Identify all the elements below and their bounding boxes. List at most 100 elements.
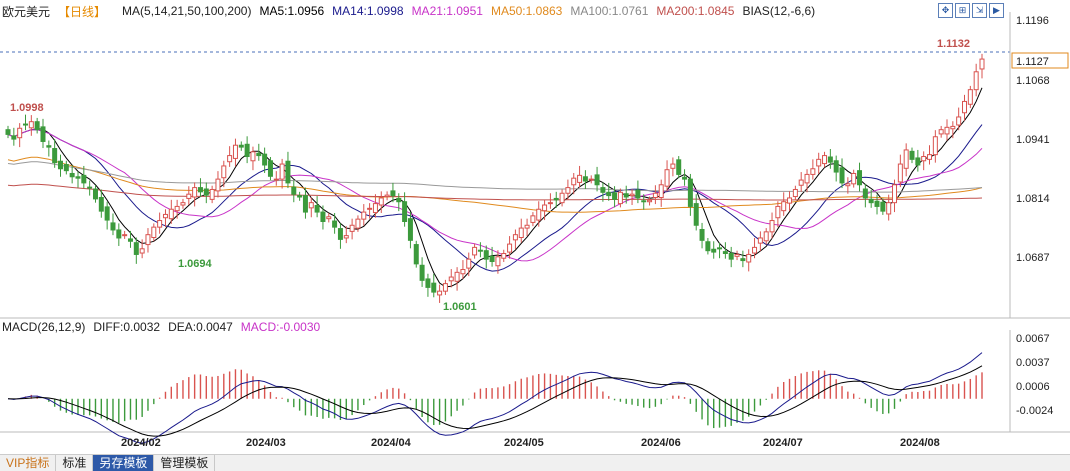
tab-standard[interactable]: 标准: [56, 455, 94, 471]
candle: [512, 229, 518, 250]
candle: [973, 63, 979, 97]
candle: [518, 218, 524, 243]
candle: [851, 169, 857, 188]
ma50-line: [7, 156, 983, 213]
ma5-line: [7, 87, 983, 288]
candle: [116, 223, 122, 246]
candle: [489, 246, 495, 267]
candle: [407, 212, 413, 249]
candle: [343, 226, 349, 244]
candle: [845, 177, 851, 194]
candle: [197, 178, 203, 198]
candle: [57, 154, 63, 177]
candle: [565, 179, 571, 200]
candle: [903, 143, 909, 177]
macd-dea-value: DEA:0.0047: [168, 320, 233, 334]
candle: [63, 160, 69, 175]
bias-indicator[interactable]: BIAS(12,-6,6): [742, 4, 816, 18]
candle: [734, 250, 740, 261]
move-icon[interactable]: ✥: [938, 3, 953, 18]
tab-vip-indicator[interactable]: VIP指标: [0, 455, 57, 471]
price-legend: 欧元美元 【日线】 MA(5,14,21,50,100,200) MA5:1.09…: [2, 2, 823, 20]
add-icon[interactable]: ⊞: [955, 3, 970, 18]
candle: [442, 279, 448, 295]
symbol-label[interactable]: 欧元美元 【日线】: [2, 3, 114, 20]
candle: [722, 242, 728, 259]
candle: [390, 182, 396, 203]
macd-tick-label: -0.0024: [1016, 405, 1053, 417]
candle: [448, 269, 454, 288]
candle: [69, 165, 75, 184]
y-tick-label: 1.0814: [1016, 193, 1050, 205]
candle: [816, 152, 822, 174]
candle: [542, 199, 548, 221]
candle: [384, 191, 390, 201]
ma100-value: MA100:1.0761: [570, 4, 649, 18]
tab-manage-template[interactable]: 管理模板: [154, 455, 216, 471]
ma100-line: [7, 161, 983, 193]
macd-params[interactable]: MACD(26,12,9): [2, 320, 86, 334]
candle: [944, 119, 950, 141]
candle: [87, 180, 93, 196]
x-tick-label: 2024/03: [246, 437, 286, 449]
ma200-line: [7, 183, 983, 201]
candle: [880, 198, 886, 215]
candle: [641, 194, 647, 210]
candle: [822, 151, 828, 168]
candle: [139, 239, 145, 259]
candle: [244, 136, 250, 164]
candle: [419, 257, 425, 287]
candle: [752, 237, 758, 259]
period-text: 【日线】: [58, 4, 107, 19]
candle: [536, 201, 542, 227]
candle: [75, 171, 81, 188]
candle: [472, 243, 478, 259]
candle: [425, 273, 431, 297]
candle: [413, 240, 419, 268]
fit-icon[interactable]: ⇲: [972, 3, 987, 18]
macd-value: MACD:-0.0030: [240, 320, 321, 334]
template-tabs: VIP指标 标准 另存模板 管理模板: [0, 454, 1070, 471]
x-tick-label: 2024/02: [121, 437, 161, 449]
candle: [507, 236, 513, 259]
tab-save-template[interactable]: 另存模板: [93, 455, 155, 471]
ma200-value: MA200:1.0845: [656, 4, 735, 18]
candle: [757, 231, 763, 252]
candle: [839, 158, 845, 189]
candle: [921, 151, 927, 171]
candle: [151, 223, 157, 242]
candle: [787, 191, 793, 212]
candle: [238, 141, 244, 151]
candle: [192, 182, 198, 207]
candle: [927, 145, 933, 165]
candle: [291, 180, 297, 203]
candle: [367, 203, 373, 219]
candle: [711, 241, 717, 259]
candle: [577, 165, 583, 188]
next-icon[interactable]: ▶: [989, 3, 1004, 18]
candle: [950, 121, 956, 139]
candle: [617, 188, 623, 208]
candle: [909, 147, 915, 164]
candle: [886, 194, 892, 221]
annotation-high: 1.0998: [10, 102, 44, 114]
candle: [209, 185, 215, 204]
candle: [332, 213, 338, 234]
candle: [606, 182, 612, 201]
candle: [501, 249, 507, 262]
candle: [979, 53, 985, 79]
candle: [378, 191, 384, 214]
candle: [547, 193, 553, 209]
macd-legend: MACD(26,12,9) DIFF:0.0032 DEA:0.0047 MAC…: [2, 320, 328, 334]
macd-diff-value: DIFF:0.0032: [93, 320, 161, 334]
candle: [466, 252, 472, 277]
candle: [40, 118, 46, 149]
candle: [431, 273, 437, 298]
ma-params[interactable]: MA(5,14,21,50,100,200): [122, 4, 252, 18]
candle: [221, 160, 227, 188]
candle: [145, 228, 151, 253]
candle: [250, 146, 256, 171]
candle: [804, 169, 810, 193]
